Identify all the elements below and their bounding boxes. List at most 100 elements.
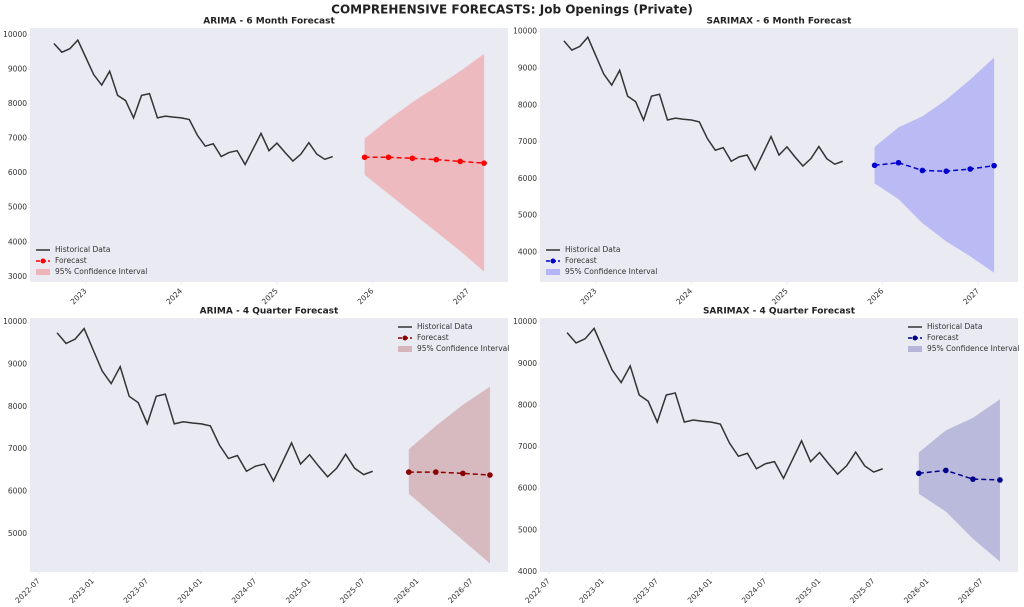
forecast-line [874,161,995,172]
x-tick-label: 2023-07 [122,576,151,605]
y-tick-label: 5000 [8,529,27,538]
y-tick-label: 8000 [518,400,537,409]
y-tick-label: 9000 [518,63,537,72]
y-tick-label: 10000 [513,27,537,36]
confidence-band [364,53,485,272]
x-tick-label: 2022-07 [13,576,42,605]
y-tick-label: 5000 [518,211,537,220]
forecast-marker [967,166,973,172]
y-tick-label: 6000 [518,484,537,493]
legend-label: 95% Confidence Interval [927,344,1019,353]
legend-label: Forecast [417,333,449,342]
legend-swatch [546,269,560,275]
x-tick-label: 2023-01 [67,576,96,605]
x-tick-label: 2026 [866,286,886,306]
y-tick-label: 8000 [518,100,537,109]
chart-title: ARIMA - 4 Quarter Forecast [200,307,339,317]
forecast-marker [385,154,392,161]
y-tick-label: 5000 [518,525,537,534]
x-tick-label: 2024 [164,286,184,306]
history-line [53,38,333,167]
y-tick-label: 9000 [8,360,27,369]
x-tick-label: 2026-07 [956,576,985,605]
x-tick-label: 2024-01 [176,576,205,605]
chart-title: ARIMA - 6 Month Forecast [203,17,335,27]
x-tick-label: 2023-01 [577,576,606,605]
forecast-marker [361,154,368,161]
y-tick-label: 10000 [3,317,27,326]
x-tick-label: 2024-01 [686,576,715,605]
y-tick-label: 8000 [8,99,27,108]
legend-label: Historical Data [55,245,110,254]
forecast-marker [409,155,416,162]
confidence-band [408,386,490,564]
x-tick-label: 2025 [260,286,280,306]
y-tick-label: 7000 [518,137,537,146]
forecast-marker [460,470,466,477]
forecast-marker [481,160,487,166]
forecast-line [408,471,491,476]
x-tick-label: 2023 [69,286,89,306]
legend-marker [912,335,918,341]
forecast-marker [487,472,493,478]
forecast-marker [943,168,950,174]
x-tick-label: 2025-01 [284,576,313,605]
x-tick-label: 2025-07 [338,576,367,605]
forecast-marker [997,477,1003,483]
x-tick-label: 2027 [961,286,981,306]
y-tick-label: 6000 [8,487,27,496]
page-title: COMPREHENSIVE FORECASTS: Job Openings (P… [331,3,693,17]
forecast-line [918,469,1000,481]
y-tick-label: 3000 [8,272,27,281]
y-tick-label: 6000 [8,168,27,177]
legend-swatch [908,346,922,352]
y-tick-label: 8000 [8,402,27,411]
forecast-marker [433,469,439,475]
x-tick-label: 2025-01 [794,576,823,605]
legend-label: Forecast [55,256,87,265]
x-tick-label: 2023-07 [632,576,661,605]
y-tick-label: 4000 [518,567,537,576]
y-tick-label: 5000 [8,203,27,212]
confidence-band [874,57,995,273]
x-tick-label: 2027 [451,286,471,306]
legend-marker [402,335,408,341]
x-tick-label: 2025-07 [848,576,877,605]
forecast-marker [970,476,976,482]
x-tick-label: 2024 [674,286,694,306]
y-tick-label: 4000 [8,237,27,246]
confidence-band [918,399,1000,562]
legend-label: Forecast [565,256,597,265]
y-tick-label: 7000 [518,442,537,451]
y-tick-label: 9000 [8,64,27,73]
x-tick-label: 2024-07 [230,576,259,605]
y-tick-label: 7000 [8,444,27,453]
legend-label: Historical Data [927,322,982,331]
forecast-marker [991,162,997,169]
chart-title: SARIMAX - 4 Quarter Forecast [703,307,856,317]
y-tick-label: 10000 [3,30,27,39]
history-line [56,327,373,483]
forecast-marker [405,469,412,475]
legend-label: 95% Confidence Interval [55,267,147,276]
legend-marker [40,258,46,264]
x-tick-label: 2024-07 [740,576,769,605]
x-tick-label: 2023 [579,286,599,306]
plot-area [30,318,508,572]
forecast-marker [915,470,922,477]
legend-label: Forecast [927,333,959,342]
forecast-marker [919,167,926,174]
y-tick-label: 10000 [513,317,537,326]
chart-title: SARIMAX - 6 Month Forecast [707,17,853,27]
legend-label: 95% Confidence Interval [565,267,657,276]
forecast-marker [433,156,440,163]
y-tick-label: 6000 [518,174,537,183]
x-tick-label: 2025 [770,286,790,306]
x-tick-label: 2026-01 [902,576,931,605]
x-tick-label: 2026-01 [392,576,421,605]
plot-area [540,318,1018,572]
y-tick-label: 4000 [518,248,537,257]
legend-swatch [398,346,412,352]
legend-label: Historical Data [417,322,472,331]
